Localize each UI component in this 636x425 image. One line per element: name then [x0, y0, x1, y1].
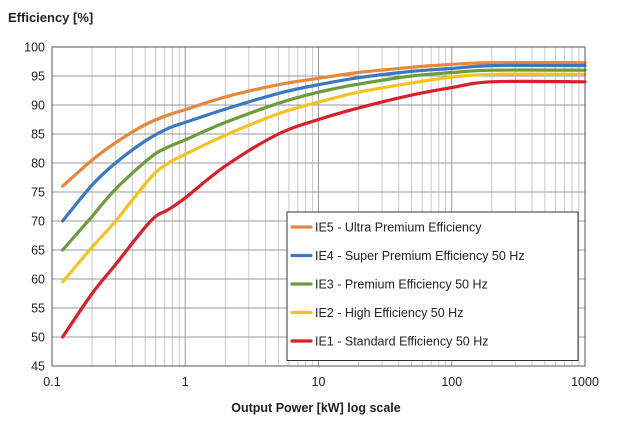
x-tick-label: 10 [312, 375, 326, 389]
legend-box [286, 211, 579, 361]
y-tick-label: 80 [31, 157, 45, 171]
series-line-ie5 [61, 60, 587, 188]
series-line-ie4 [61, 63, 587, 223]
legend-label: IE1 - Standard Efficiency 50 Hz [315, 335, 488, 349]
x-tick-label: 1000 [571, 375, 599, 389]
y-tick-label: 55 [31, 302, 45, 316]
y-tick-label: 75 [31, 186, 45, 200]
y-tick-label: 85 [31, 128, 45, 142]
series-line-ie1 [61, 79, 587, 339]
x-tick-label: 100 [441, 375, 462, 389]
plot-border [51, 46, 586, 367]
y-tick-label: 60 [31, 273, 45, 287]
legend-label: IE3 - Premium Efficiency 50 Hz [315, 278, 488, 292]
y-tick-label: 90 [31, 99, 45, 113]
y-axis-title: Efficiency [%] [8, 10, 93, 25]
axes: 45 50 55 60 65 70 75 80 85 90 95 100 0.1 1 10 100 1000 [24, 41, 599, 390]
legend-label: IE2 - High Efficiency 50 Hz [315, 306, 463, 320]
legend-label: IE5 - Ultra Premium Efficiency [315, 221, 482, 235]
y-tick-label: 95 [31, 70, 45, 84]
series-line-ie3 [61, 68, 587, 252]
x-tick-label: 0.1 [43, 375, 60, 389]
legend-label: IE4 - Super Premium Efficiency 50 Hz [315, 249, 525, 263]
y-tick-label: 70 [31, 215, 45, 229]
x-tick-label: 1 [182, 375, 189, 389]
legend: IE5 - Ultra Premium Efficiency IE4 - Supe… [286, 211, 579, 361]
y-tick-label: 100 [24, 41, 45, 55]
series-line-ie2 [61, 72, 587, 284]
y-tick-label: 45 [31, 360, 45, 374]
series-lines [61, 60, 587, 339]
x-axis-title: Output Power [kW] log scale [231, 401, 401, 415]
y-tick-label: 65 [31, 244, 45, 258]
y-tick-label: 50 [31, 331, 45, 345]
